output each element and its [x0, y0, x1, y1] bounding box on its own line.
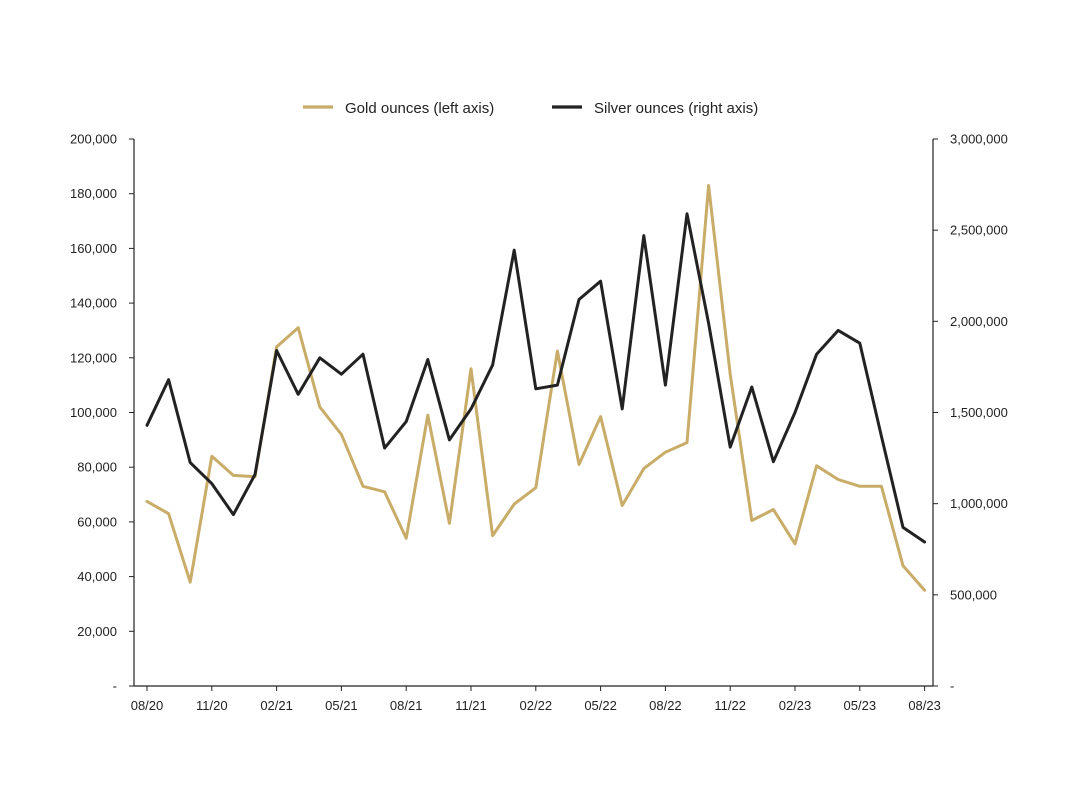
x-axis-tick-label: 08/20 — [131, 698, 164, 713]
series-lines — [145, 184, 927, 592]
left-axis-tick-label: 100,000 — [70, 405, 117, 420]
left-axis-tick-label: 20,000 — [77, 624, 117, 639]
axes — [133, 139, 934, 687]
left-axis-tick-label: 140,000 — [70, 296, 117, 311]
x-axis-tick-label: 11/22 — [714, 698, 746, 713]
left-axis-ticks: - 20,000 40,000 60,000 80,000 100,000 120,000 1… — [70, 132, 134, 694]
x-axis-tick-label: 05/23 — [844, 698, 877, 713]
x-axis-ticks: 08/20 11/20 02/21 05/21 08/21 11/21 02/22 05/22… — [131, 686, 941, 713]
x-axis-tick-label: 05/22 — [584, 698, 617, 713]
left-axis-tick-label: 80,000 — [77, 460, 117, 475]
x-axis-tick-label: 02/22 — [520, 698, 553, 713]
x-axis-tick-label: 05/21 — [325, 698, 358, 713]
x-axis-tick-label: 11/21 — [455, 698, 487, 713]
left-axis-tick-label: 40,000 — [77, 569, 117, 584]
left-axis-tick-label: 60,000 — [77, 514, 117, 529]
right-axis-tick-label: - — [950, 679, 954, 694]
x-axis-tick-label: 02/23 — [779, 698, 812, 713]
x-axis-tick-label: 11/20 — [196, 698, 228, 713]
x-axis-tick-label: 02/21 — [260, 698, 293, 713]
right-axis-tick-label: 500,000 — [950, 587, 997, 602]
gold-series-line — [145, 184, 927, 592]
left-axis-tick-label: 160,000 — [70, 241, 117, 256]
left-axis-tick-label: 120,000 — [70, 350, 117, 365]
right-axis-ticks: - 500,000 1,000,000 1,500,000 2,000,000 2,500… — [933, 132, 1008, 694]
right-axis-tick-label: 3,000,000 — [950, 132, 1008, 147]
right-axis-tick-label: 2,500,000 — [950, 223, 1008, 238]
left-axis-tick-label: - — [113, 679, 117, 694]
left-axis-tick-label: 180,000 — [70, 186, 117, 201]
right-axis-tick-label: 2,000,000 — [950, 314, 1008, 329]
left-axis-tick-label: 200,000 — [70, 132, 117, 147]
right-axis-tick-label: 1,500,000 — [950, 405, 1008, 420]
x-axis-tick-label: 08/23 — [908, 698, 941, 713]
x-axis-tick-label: 08/22 — [649, 698, 682, 713]
x-axis-tick-label: 08/21 — [390, 698, 423, 713]
right-axis-tick-label: 1,000,000 — [950, 496, 1008, 511]
silver-series-line — [145, 212, 927, 544]
legend: Gold ounces (left axis) Silver ounces (r… — [303, 100, 758, 117]
legend-label-silver: Silver ounces (right axis) — [594, 100, 758, 117]
legend-label-gold: Gold ounces (left axis) — [345, 100, 494, 117]
